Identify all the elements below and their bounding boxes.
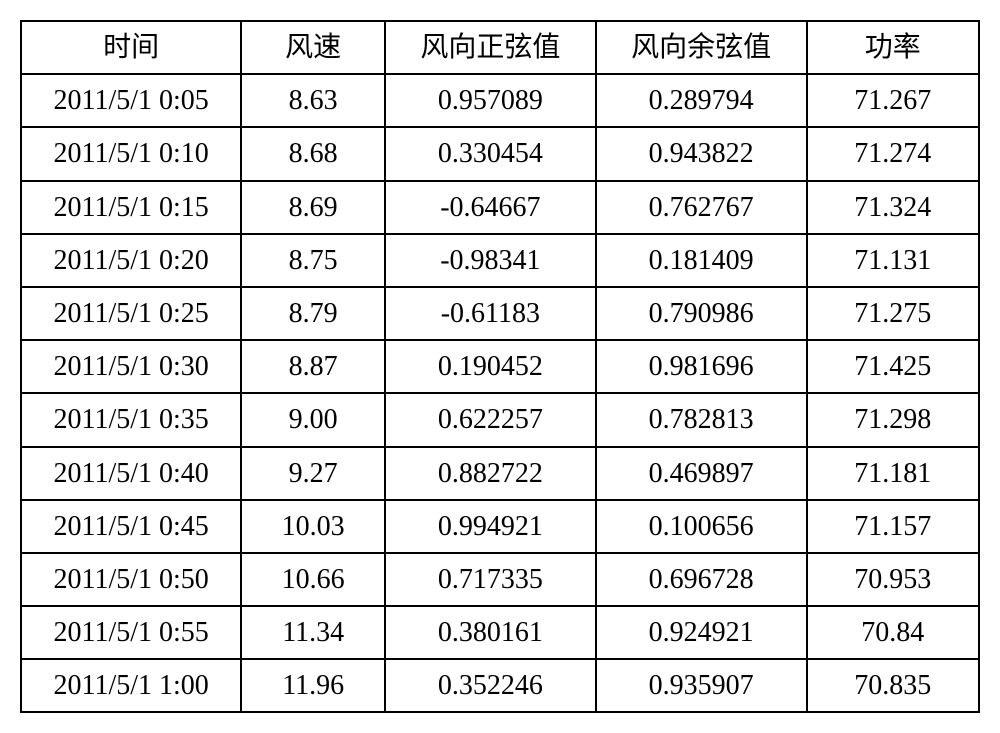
table-row: 2011/5/1 0:10 8.68 0.330454 0.943822 71.…	[21, 127, 979, 180]
cell-time: 2011/5/1 0:05	[21, 74, 241, 127]
cell-wind-sin: 0.622257	[385, 393, 596, 446]
cell-power: 71.157	[807, 500, 979, 553]
cell-wind-speed: 8.69	[241, 181, 385, 234]
cell-time: 2011/5/1 0:30	[21, 340, 241, 393]
cell-wind-speed: 10.66	[241, 553, 385, 606]
wind-data-table: 时间 风速 风向正弦值 风向余弦值 功率 2011/5/1 0:05 8.63 …	[20, 20, 980, 713]
cell-wind-sin: -0.61183	[385, 287, 596, 340]
table-header-row: 时间 风速 风向正弦值 风向余弦值 功率	[21, 21, 979, 74]
cell-power: 71.425	[807, 340, 979, 393]
table-body: 2011/5/1 0:05 8.63 0.957089 0.289794 71.…	[21, 74, 979, 712]
cell-power: 70.84	[807, 606, 979, 659]
table-row: 2011/5/1 0:30 8.87 0.190452 0.981696 71.…	[21, 340, 979, 393]
cell-wind-cos: 0.100656	[596, 500, 807, 553]
wind-data-table-container: 时间 风速 风向正弦值 风向余弦值 功率 2011/5/1 0:05 8.63 …	[20, 20, 980, 713]
cell-wind-cos: 0.181409	[596, 234, 807, 287]
cell-time: 2011/5/1 0:25	[21, 287, 241, 340]
cell-wind-speed: 9.27	[241, 447, 385, 500]
cell-time: 2011/5/1 1:00	[21, 659, 241, 712]
cell-wind-speed: 11.96	[241, 659, 385, 712]
cell-power: 71.324	[807, 181, 979, 234]
cell-power: 71.275	[807, 287, 979, 340]
cell-power: 71.267	[807, 74, 979, 127]
cell-wind-cos: 0.943822	[596, 127, 807, 180]
cell-wind-cos: 0.289794	[596, 74, 807, 127]
cell-wind-speed: 8.68	[241, 127, 385, 180]
table-row: 2011/5/1 1:00 11.96 0.352246 0.935907 70…	[21, 659, 979, 712]
cell-power: 70.953	[807, 553, 979, 606]
cell-wind-sin: 0.352246	[385, 659, 596, 712]
cell-wind-speed: 10.03	[241, 500, 385, 553]
cell-wind-cos: 0.782813	[596, 393, 807, 446]
table-row: 2011/5/1 0:45 10.03 0.994921 0.100656 71…	[21, 500, 979, 553]
table-row: 2011/5/1 0:40 9.27 0.882722 0.469897 71.…	[21, 447, 979, 500]
cell-power: 71.298	[807, 393, 979, 446]
col-header-wind-cos: 风向余弦值	[596, 21, 807, 74]
cell-wind-sin: 0.994921	[385, 500, 596, 553]
table-row: 2011/5/1 0:15 8.69 -0.64667 0.762767 71.…	[21, 181, 979, 234]
cell-wind-sin: 0.882722	[385, 447, 596, 500]
cell-wind-sin: 0.330454	[385, 127, 596, 180]
col-header-power: 功率	[807, 21, 979, 74]
cell-wind-cos: 0.981696	[596, 340, 807, 393]
cell-wind-sin: 0.717335	[385, 553, 596, 606]
col-header-wind-speed: 风速	[241, 21, 385, 74]
col-header-wind-sin: 风向正弦值	[385, 21, 596, 74]
cell-power: 71.181	[807, 447, 979, 500]
cell-wind-cos: 0.935907	[596, 659, 807, 712]
cell-wind-cos: 0.924921	[596, 606, 807, 659]
cell-time: 2011/5/1 0:35	[21, 393, 241, 446]
table-row: 2011/5/1 0:05 8.63 0.957089 0.289794 71.…	[21, 74, 979, 127]
cell-wind-speed: 8.79	[241, 287, 385, 340]
cell-wind-cos: 0.790986	[596, 287, 807, 340]
cell-wind-speed: 8.63	[241, 74, 385, 127]
cell-wind-sin: 0.957089	[385, 74, 596, 127]
cell-wind-sin: -0.64667	[385, 181, 596, 234]
cell-wind-cos: 0.696728	[596, 553, 807, 606]
cell-time: 2011/5/1 0:50	[21, 553, 241, 606]
cell-wind-speed: 11.34	[241, 606, 385, 659]
cell-time: 2011/5/1 0:40	[21, 447, 241, 500]
cell-time: 2011/5/1 0:15	[21, 181, 241, 234]
cell-time: 2011/5/1 0:20	[21, 234, 241, 287]
cell-wind-cos: 0.469897	[596, 447, 807, 500]
cell-wind-speed: 8.75	[241, 234, 385, 287]
col-header-time: 时间	[21, 21, 241, 74]
table-row: 2011/5/1 0:50 10.66 0.717335 0.696728 70…	[21, 553, 979, 606]
cell-wind-sin: 0.190452	[385, 340, 596, 393]
table-row: 2011/5/1 0:25 8.79 -0.61183 0.790986 71.…	[21, 287, 979, 340]
table-header: 时间 风速 风向正弦值 风向余弦值 功率	[21, 21, 979, 74]
cell-power: 70.835	[807, 659, 979, 712]
table-row: 2011/5/1 0:55 11.34 0.380161 0.924921 70…	[21, 606, 979, 659]
cell-power: 71.274	[807, 127, 979, 180]
cell-time: 2011/5/1 0:55	[21, 606, 241, 659]
cell-wind-cos: 0.762767	[596, 181, 807, 234]
cell-wind-sin: 0.380161	[385, 606, 596, 659]
table-row: 2011/5/1 0:20 8.75 -0.98341 0.181409 71.…	[21, 234, 979, 287]
cell-wind-sin: -0.98341	[385, 234, 596, 287]
cell-wind-speed: 8.87	[241, 340, 385, 393]
table-row: 2011/5/1 0:35 9.00 0.622257 0.782813 71.…	[21, 393, 979, 446]
cell-time: 2011/5/1 0:45	[21, 500, 241, 553]
cell-wind-speed: 9.00	[241, 393, 385, 446]
cell-time: 2011/5/1 0:10	[21, 127, 241, 180]
cell-power: 71.131	[807, 234, 979, 287]
